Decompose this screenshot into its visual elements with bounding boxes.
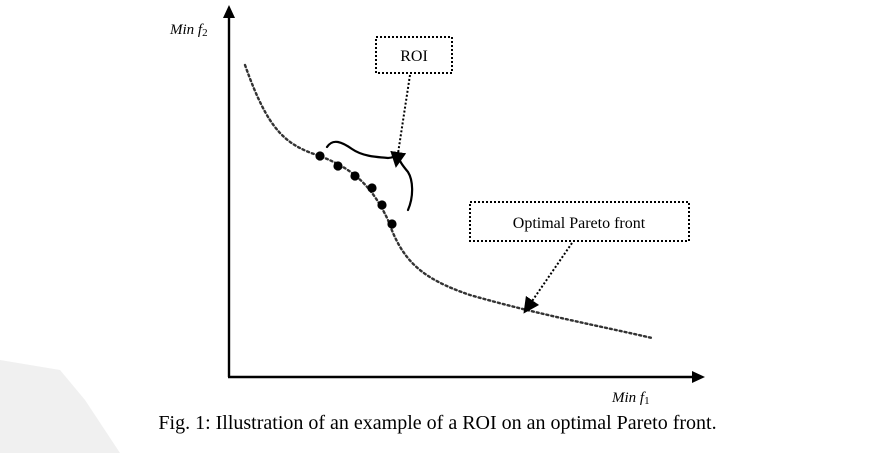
watermark-shape <box>0 360 120 453</box>
roi-point <box>377 200 387 210</box>
pareto-arrow <box>523 242 573 314</box>
roi-point <box>350 171 360 181</box>
roi-arrow <box>390 74 411 168</box>
roi-point <box>315 151 325 161</box>
x-axis-arrowhead <box>692 371 705 383</box>
roi-box <box>375 36 453 74</box>
pareto-label-box <box>469 201 690 242</box>
y-axis-arrowhead <box>223 5 235 18</box>
roi-brace <box>325 140 414 212</box>
roi-point <box>387 219 397 229</box>
pareto-label: Optimal Pareto front <box>513 215 646 232</box>
roi-point <box>367 183 377 193</box>
roi-points <box>315 151 397 229</box>
roi-label: ROI <box>400 48 428 65</box>
figure-caption: Fig. 1: Illustration of an example of a … <box>158 412 717 434</box>
y-axis-label: Min f2 <box>169 22 208 39</box>
x-axis-label: Min f1 <box>611 390 650 407</box>
roi-point <box>333 161 343 171</box>
